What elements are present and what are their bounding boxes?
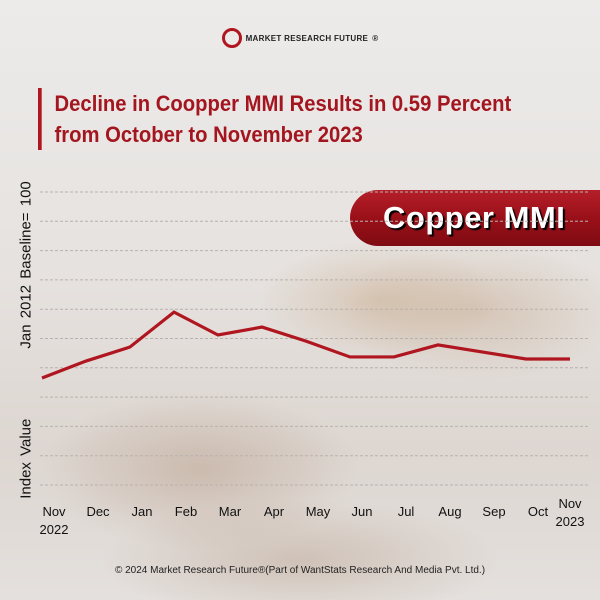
x-tick-label: Feb bbox=[175, 504, 197, 519]
x-tick-label: Jul bbox=[398, 504, 415, 519]
chart-badge: Copper MMI bbox=[350, 190, 600, 246]
x-tick-label: Jun bbox=[352, 504, 373, 519]
x-tick-label: Dec bbox=[86, 504, 110, 519]
x-tick-label: May bbox=[306, 504, 331, 519]
copyright-footer: © 2024 Market Research Future®(Part of W… bbox=[114, 565, 486, 576]
x-tick-label: Jan bbox=[132, 504, 153, 519]
badge-label: Copper MMI bbox=[383, 200, 566, 235]
x-tick-label: Oct bbox=[528, 504, 549, 519]
x-tick-label: Nov 2023 bbox=[556, 496, 585, 529]
headline-line2: from October to November 2023 bbox=[54, 122, 363, 147]
x-tick-label: Sep bbox=[482, 504, 505, 519]
x-tick-label: Mar bbox=[219, 504, 242, 519]
registered-mark: ® bbox=[372, 33, 379, 43]
headline-line1: Decline in Coopper MMI Results in 0.59 P… bbox=[54, 91, 512, 116]
x-tick-label: Nov 2022 bbox=[40, 504, 69, 537]
headline: Decline in Coopper MMI Results in 0.59 P… bbox=[38, 88, 511, 150]
x-tick-label: Aug bbox=[438, 504, 461, 519]
brand-logo: MARKET RESEARCH FUTURE ® bbox=[0, 28, 600, 48]
brand-name: MARKET RESEARCH FUTURE bbox=[245, 33, 369, 43]
x-tick-label: Apr bbox=[264, 504, 285, 519]
logo-icon bbox=[221, 28, 242, 48]
